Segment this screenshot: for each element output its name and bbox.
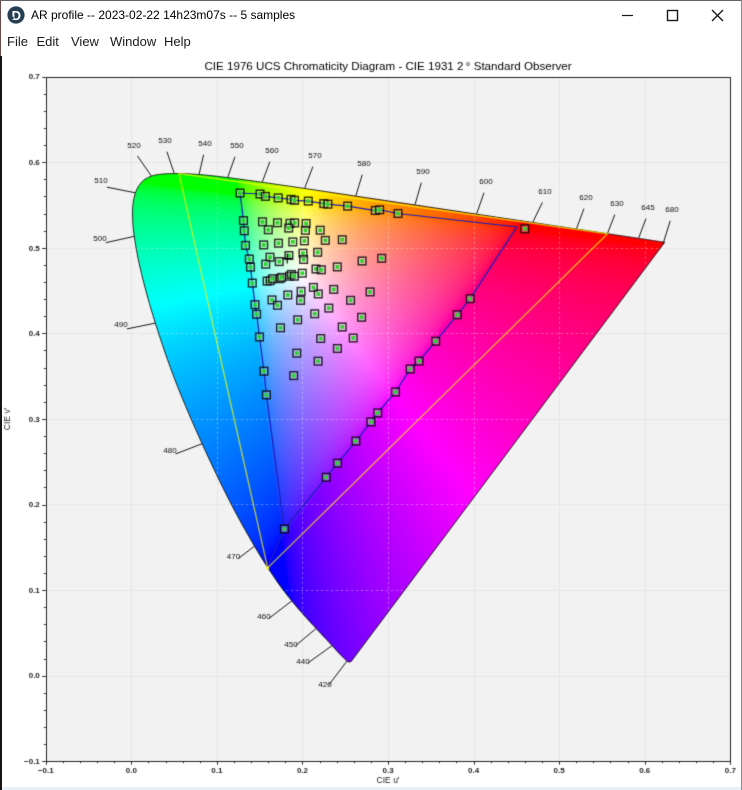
svg-text:D: D <box>12 8 21 23</box>
